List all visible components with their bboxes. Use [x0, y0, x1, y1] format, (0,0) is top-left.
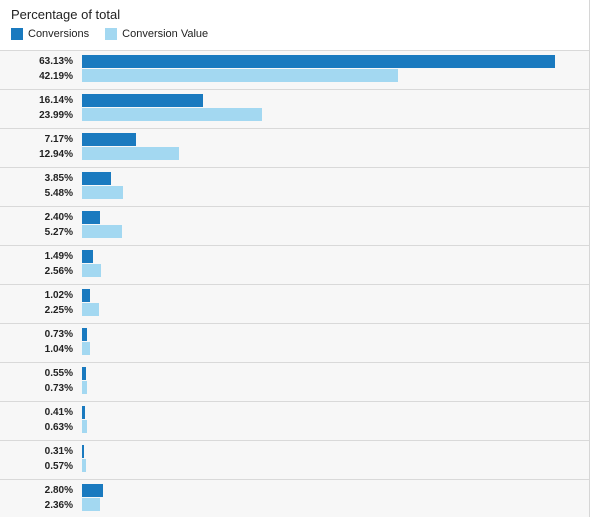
bar-conversion-value[interactable] — [82, 381, 88, 394]
chart-row: 1.49% 2.56% — [0, 245, 589, 284]
chart-row: 2.80% 2.36% — [0, 479, 589, 517]
data-label-conversion-value: 2.36% — [44, 500, 73, 511]
bar-conversions[interactable] — [82, 367, 87, 380]
bar-conversions[interactable] — [82, 211, 100, 224]
chart-row: 1.02% 2.25% — [0, 284, 589, 323]
legend-item-conversion-value[interactable]: Conversion Value — [105, 28, 208, 40]
chart-row: 0.73% 1.04% — [0, 323, 589, 362]
chart-row: 2.40% 5.27% — [0, 206, 589, 245]
data-label-conversion-value: 23.99% — [39, 110, 73, 121]
data-label-conversions: 0.31% — [44, 446, 73, 457]
bar-conversion-value[interactable] — [82, 303, 99, 316]
data-label-conversions: 0.73% — [44, 329, 73, 340]
bar-conversions[interactable] — [82, 250, 94, 263]
bar-conversions[interactable] — [82, 94, 204, 107]
data-label-conversion-value: 0.63% — [44, 422, 73, 433]
chart-row: 63.13% 42.19% — [0, 50, 589, 89]
bar-conversions[interactable] — [82, 406, 86, 419]
chart-row: 16.14% 23.99% — [0, 89, 589, 128]
bar-conversion-value[interactable] — [82, 186, 124, 199]
legend-label-conversion-value: Conversion Value — [122, 28, 209, 40]
bar-conversion-value[interactable] — [82, 498, 100, 511]
data-label-conversion-value: 2.25% — [44, 305, 73, 316]
data-label-conversion-value: 0.57% — [44, 461, 73, 472]
data-label-conversions: 2.40% — [44, 212, 73, 223]
data-label-conversion-value: 2.56% — [44, 266, 73, 277]
bar-conversion-value[interactable] — [82, 264, 102, 277]
chart-rows: 63.13% 42.19% 16.14% 23.99% 7.17% 12.94% 3.85%… — [0, 50, 589, 517]
data-label-conversions: 16.14% — [39, 95, 73, 106]
chart-row: 7.17% 12.94% — [0, 128, 589, 167]
bar-conversion-value[interactable] — [82, 147, 180, 160]
chart-row: 3.85% 5.48% — [0, 167, 589, 206]
bar-conversions[interactable] — [82, 328, 88, 341]
chart-row: 0.55% 0.73% — [0, 362, 589, 401]
chart-row: 0.41% 0.63% — [0, 401, 589, 440]
data-label-conversions: 3.85% — [44, 173, 73, 184]
bar-conversions[interactable] — [82, 55, 556, 68]
bar-conversions[interactable] — [82, 289, 90, 302]
chart-legend: Conversions Conversion Value — [11, 27, 224, 41]
chart-title: Percentage of total — [11, 7, 121, 22]
legend-item-conversions[interactable]: Conversions — [11, 28, 89, 40]
data-label-conversions: 2.80% — [44, 485, 73, 496]
data-label-conversion-value: 42.19% — [39, 71, 73, 82]
bar-conversion-value[interactable] — [82, 108, 262, 121]
data-label-conversion-value: 0.73% — [44, 383, 73, 394]
legend-swatch-conversion-value — [105, 28, 118, 40]
bar-conversions[interactable] — [82, 445, 85, 458]
bar-conversion-value[interactable] — [82, 459, 87, 472]
bar-conversion-value[interactable] — [82, 420, 87, 433]
data-label-conversion-value: 5.27% — [44, 227, 73, 238]
data-label-conversions: 7.17% — [44, 134, 73, 145]
data-label-conversions: 0.41% — [44, 407, 73, 418]
bar-conversion-value[interactable] — [82, 342, 90, 355]
chart-row: 0.31% 0.57% — [0, 440, 589, 479]
bar-conversion-value[interactable] — [82, 225, 122, 238]
data-label-conversion-value: 1.04% — [44, 344, 73, 355]
data-label-conversions: 63.13% — [39, 56, 73, 67]
legend-swatch-conversions — [11, 28, 23, 40]
bar-conversions[interactable] — [82, 133, 136, 146]
data-label-conversions: 0.55% — [44, 368, 73, 379]
data-label-conversion-value: 12.94% — [39, 149, 73, 160]
data-label-conversion-value: 5.48% — [44, 188, 73, 199]
legend-label-conversions: Conversions — [28, 28, 90, 40]
data-label-conversions: 1.49% — [44, 251, 73, 262]
bar-conversion-value[interactable] — [82, 69, 399, 82]
bar-conversions[interactable] — [82, 484, 103, 497]
data-label-conversions: 1.02% — [44, 290, 73, 301]
bar-conversions[interactable] — [82, 172, 111, 185]
